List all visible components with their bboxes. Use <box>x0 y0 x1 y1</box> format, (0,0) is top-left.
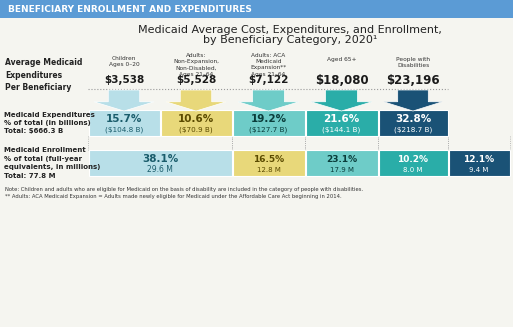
Text: $5,528: $5,528 <box>176 75 216 85</box>
Text: 32.8%: 32.8% <box>395 114 431 124</box>
FancyBboxPatch shape <box>379 150 447 176</box>
Text: People with: People with <box>396 57 430 62</box>
Text: ($104.8 B): ($104.8 B) <box>105 126 143 133</box>
Text: Aged 65+: Aged 65+ <box>327 57 356 62</box>
FancyBboxPatch shape <box>306 150 378 176</box>
Text: 12.8 M: 12.8 M <box>256 166 281 173</box>
Text: by Beneficiary Category, 2020¹: by Beneficiary Category, 2020¹ <box>203 35 377 45</box>
Text: Ages 21–64: Ages 21–64 <box>251 72 286 77</box>
Text: ** Adults: ACA Medicaid Expansion = Adults made newly eligible for Medicaid unde: ** Adults: ACA Medicaid Expansion = Adul… <box>5 194 342 199</box>
Polygon shape <box>166 90 226 111</box>
Text: Medicaid: Medicaid <box>255 59 282 64</box>
Text: Adults: ACA: Adults: ACA <box>251 53 286 58</box>
Text: $3,538: $3,538 <box>104 75 144 85</box>
FancyBboxPatch shape <box>232 150 305 176</box>
Text: 9.4 M: 9.4 M <box>469 166 489 173</box>
Text: 21.6%: 21.6% <box>323 114 360 124</box>
Text: Medicaid Expenditures
% of total (in billions)
Total: $666.3 B: Medicaid Expenditures % of total (in bil… <box>4 112 95 134</box>
Polygon shape <box>238 90 299 111</box>
Text: Children: Children <box>112 56 136 61</box>
FancyBboxPatch shape <box>89 110 160 136</box>
Text: ($127.7 B): ($127.7 B) <box>249 126 288 133</box>
Text: Ages 21–64: Ages 21–64 <box>179 72 213 77</box>
Polygon shape <box>94 90 154 111</box>
FancyBboxPatch shape <box>89 150 231 176</box>
Text: 38.1%: 38.1% <box>142 154 178 164</box>
Text: 10.2%: 10.2% <box>398 155 428 164</box>
Text: Medicaid Average Cost, Expenditures, and Enrollment,: Medicaid Average Cost, Expenditures, and… <box>138 25 442 35</box>
Text: 16.5%: 16.5% <box>253 155 284 164</box>
Text: $7,122: $7,122 <box>248 75 289 85</box>
Text: 23.1%: 23.1% <box>326 155 357 164</box>
Text: 17.9 M: 17.9 M <box>329 166 353 173</box>
Polygon shape <box>384 90 442 111</box>
FancyBboxPatch shape <box>0 0 513 18</box>
Text: ($70.9 B): ($70.9 B) <box>179 126 213 133</box>
Text: Ages 0–20: Ages 0–20 <box>109 62 140 67</box>
Polygon shape <box>311 90 372 111</box>
Text: $23,196: $23,196 <box>386 74 440 87</box>
Text: 15.7%: 15.7% <box>106 114 142 124</box>
Text: 12.1%: 12.1% <box>463 155 495 164</box>
Text: Non-Expansion,: Non-Expansion, <box>173 59 219 64</box>
Text: $18,080: $18,080 <box>314 74 368 87</box>
Text: Expansion**: Expansion** <box>250 65 287 70</box>
Text: BENEFICIARY ENROLLMENT AND EXPENDITURES: BENEFICIARY ENROLLMENT AND EXPENDITURES <box>8 5 252 13</box>
Text: Medicaid Enrollment
% of total (full-year
equivalents, in millions)
Total: 77.8 : Medicaid Enrollment % of total (full-yea… <box>4 147 101 179</box>
FancyBboxPatch shape <box>448 150 509 176</box>
Text: Adults:: Adults: <box>186 53 206 58</box>
Text: 29.6 M: 29.6 M <box>147 165 173 174</box>
Text: ($144.1 B): ($144.1 B) <box>322 126 361 133</box>
Text: Note: Children and adults who are eligible for Medicaid on the basis of disabili: Note: Children and adults who are eligib… <box>5 187 363 192</box>
FancyBboxPatch shape <box>306 110 378 136</box>
FancyBboxPatch shape <box>161 110 231 136</box>
Text: Non-Disabled,: Non-Disabled, <box>175 65 217 70</box>
Text: 10.6%: 10.6% <box>178 114 214 124</box>
Text: Average Medicaid
Expenditures
Per Beneficiary: Average Medicaid Expenditures Per Benefi… <box>5 58 83 92</box>
FancyBboxPatch shape <box>232 110 305 136</box>
FancyBboxPatch shape <box>379 110 447 136</box>
Text: Disabilities: Disabilities <box>397 63 429 68</box>
Text: ($218.7 B): ($218.7 B) <box>394 126 432 133</box>
Text: 8.0 M: 8.0 M <box>403 166 423 173</box>
Text: 19.2%: 19.2% <box>250 114 287 124</box>
